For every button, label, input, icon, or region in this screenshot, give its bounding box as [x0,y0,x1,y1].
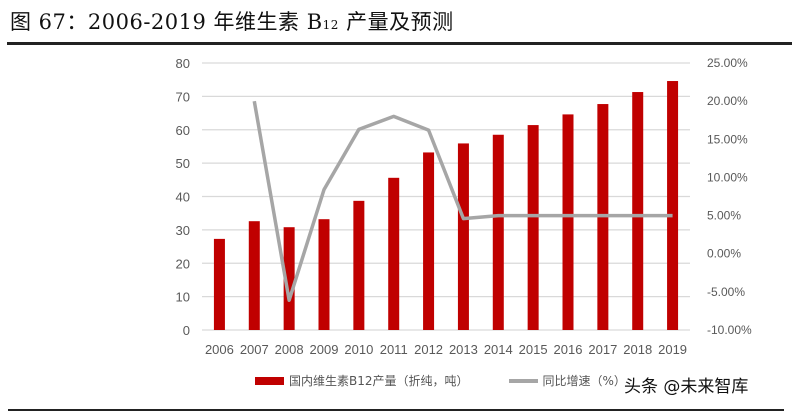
watermark: 头条 @未来智库 [624,372,749,397]
x-axis-label: 2019 [658,342,687,357]
x-axis-label: 2009 [310,342,339,357]
left-axis-tick: 40 [176,190,190,205]
left-axis-tick: 20 [176,256,190,271]
left-axis-tick: 10 [176,290,190,305]
legend-label-production: 国内维生素B12产量（折纯，吨） [289,374,469,388]
bottom-rule [8,409,784,411]
x-axis-label: 2015 [519,342,548,357]
left-axis-tick: 50 [176,156,190,171]
right-axis-tick: 10.00% [707,170,748,184]
bar-2016 [562,114,574,331]
legend-label-growth: 同比增速（%） [542,374,626,388]
bar-2015 [527,125,539,330]
bar-2013 [457,143,469,330]
title-subscript: 12 [322,18,339,32]
left-axis-tick: 80 [176,56,190,71]
legend-item-production: 国内维生素B12产量（折纯，吨） [255,372,469,389]
x-axis-label: 2017 [588,342,617,357]
right-axis-tick: -10.00% [707,323,752,337]
x-axis-label: 2011 [380,342,408,357]
right-axis-tick: 15.00% [707,132,748,146]
x-axis-label: 2007 [240,342,269,357]
title-suffix: 产量及预测 [338,10,454,34]
right-axis-tick: 20.00% [707,94,748,108]
bar-2007 [248,221,260,330]
right-axis-tick: 0.00% [707,247,741,261]
left-axis-tick: 70 [176,89,190,104]
x-axis-label: 2012 [414,342,443,357]
bar-2009 [318,219,330,330]
right-axis-tick: 25.00% [707,56,748,70]
x-axis-label: 2016 [554,342,583,357]
figure-title: 图 67：2006-2019 年维生素 B12 产量及预测 [10,6,454,36]
title-text: 图 67：2006-2019 年维生素 B [10,10,323,34]
top-rule [7,42,792,45]
bar-2019 [667,81,679,331]
left-axis-tick: 60 [176,123,190,138]
bar-2014 [492,134,504,330]
growth-line [252,100,673,302]
left-axis-tick: 0 [183,323,190,338]
x-axis-label: 2014 [484,342,513,357]
legend: 国内维生素B12产量（折纯，吨） 同比增速（%） [255,372,666,389]
x-axis-label: 2018 [623,342,652,357]
legend-item-growth: 同比增速（%） [508,372,626,389]
x-axis-label: 2013 [449,342,478,357]
x-axis-label: 2006 [205,342,234,357]
x-axis-label: 2008 [275,342,304,357]
bar-2008 [283,227,295,330]
bar-2006 [213,238,225,330]
bar-2018 [632,92,644,330]
bar-2011 [388,177,400,330]
bar-2010 [353,200,365,330]
bar-swatch-icon [255,376,284,385]
bar-2012 [423,152,435,330]
line-swatch-icon [508,378,538,383]
x-axis-label: 2010 [344,342,373,357]
right-axis-tick: -5.00% [707,285,745,299]
left-axis-tick: 30 [176,223,190,238]
right-axis-tick: 5.00% [707,209,741,223]
